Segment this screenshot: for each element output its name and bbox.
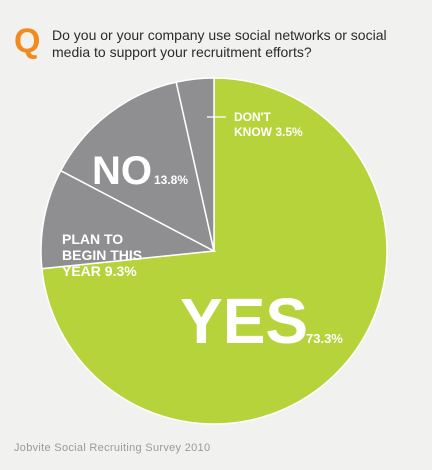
q-badge: Q [14,22,41,60]
plan-label: PLAN TO BEGIN THIS YEAR 9.3% [62,231,146,279]
no-value-label: 13.8% [154,173,188,187]
slice-dont-know [175,77,215,252]
slice-plan-to-begin [40,169,217,270]
yes-value-label: 73.3% [306,331,343,346]
yes-label: YES [180,285,308,357]
plan-label-line-1: PLAN TO [62,231,123,247]
source-caption: Jobvite Social Recruiting Survey 2010 [14,442,211,454]
dont-know-line-1: DON'T [234,110,272,124]
no-label: NO [92,149,152,193]
plan-label-line-2: BEGIN THIS [62,247,142,263]
plan-label-line-3: YEAR 9.3% [62,263,137,279]
dont-know-label: DON'T KNOW 3.5% [234,110,303,139]
question-text: Do you or your company use social networ… [52,27,387,60]
dont-know-value-label: 3.5% [275,125,303,139]
slice-no [59,81,216,253]
plan-value-label: 9.3% [105,263,137,279]
dont-know-line-2: KNOW 3.5% [234,125,303,139]
